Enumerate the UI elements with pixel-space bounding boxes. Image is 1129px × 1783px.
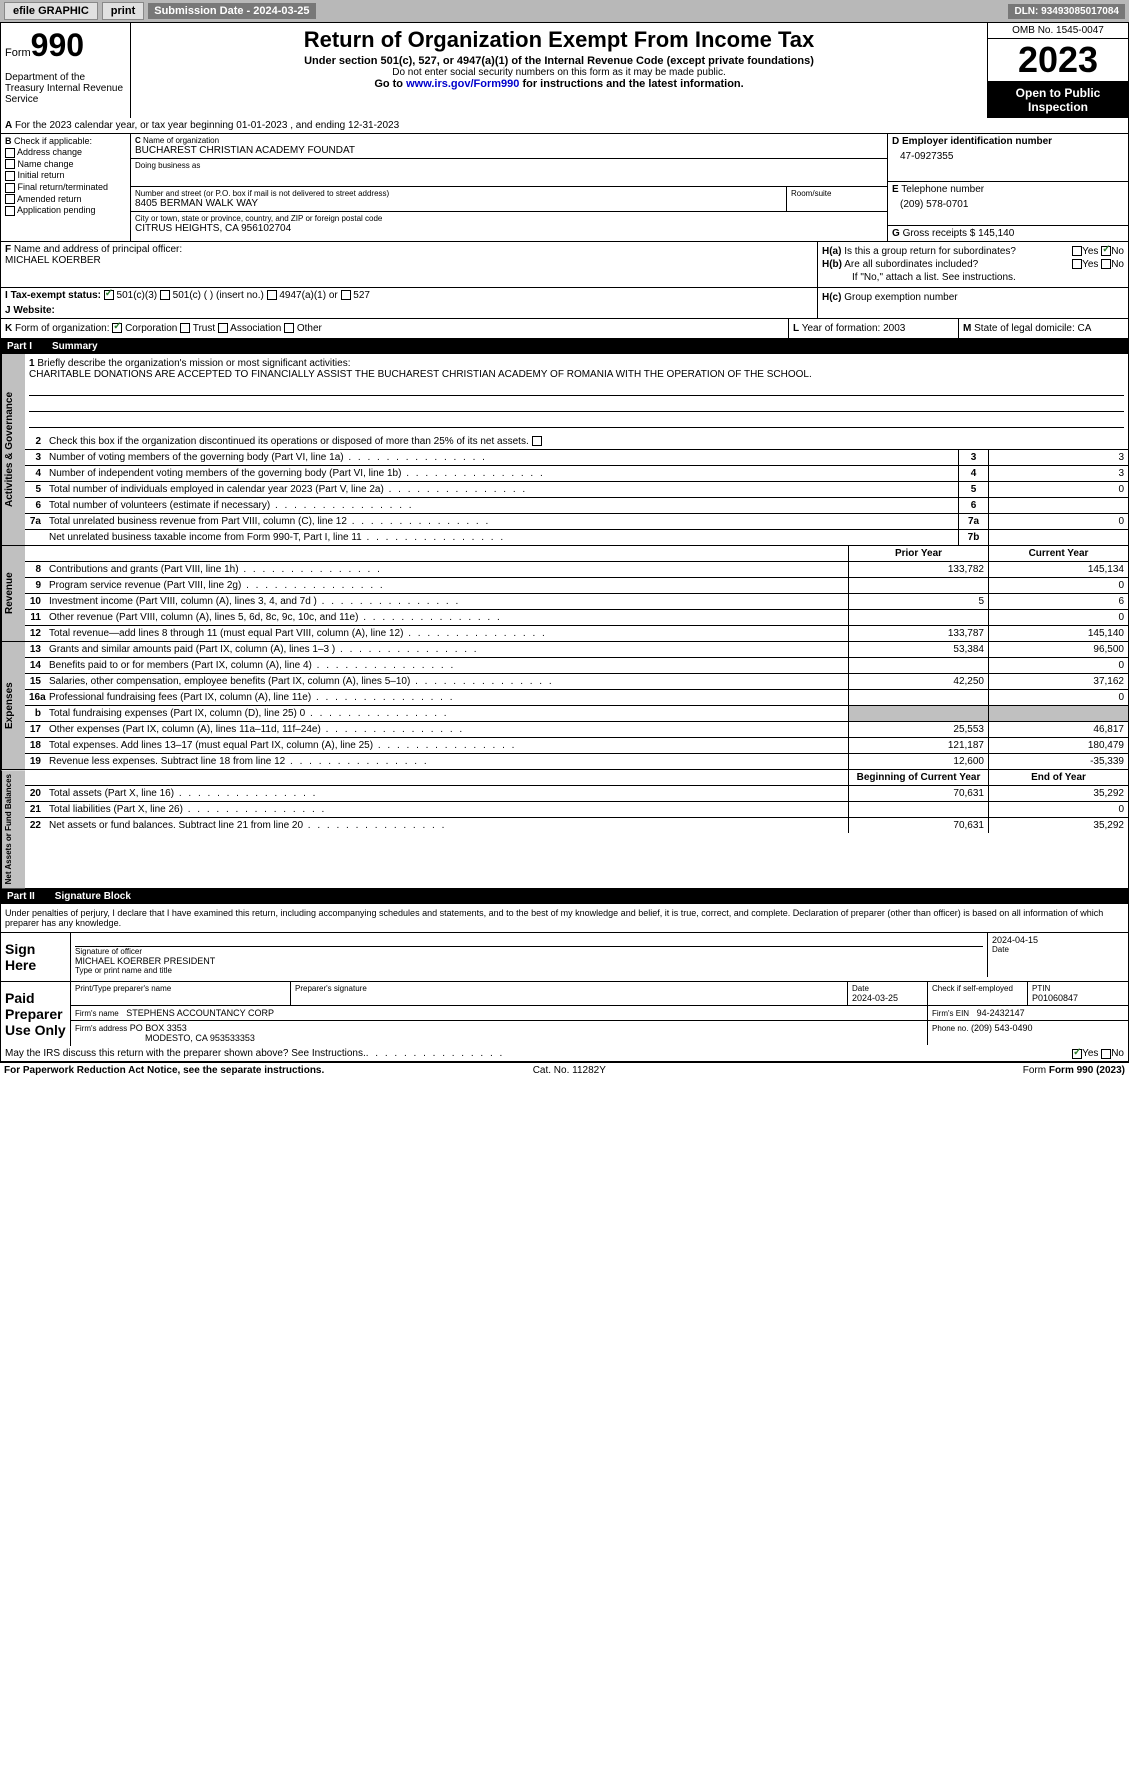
part2-header: Part II Signature Block <box>1 889 1128 904</box>
firm-phone: (209) 543-0490 <box>971 1023 1033 1033</box>
form-number: Form990 <box>5 27 126 64</box>
netassets-section: Net Assets or Fund Balances Beginning of… <box>1 770 1128 889</box>
other-checkbox[interactable] <box>284 323 294 333</box>
501c3-checkbox[interactable] <box>104 290 114 300</box>
form-container: Form990 Department of the Treasury Inter… <box>0 22 1129 1063</box>
subtitle-2: Do not enter social security numbers on … <box>135 67 983 78</box>
form-header: Form990 Department of the Treasury Inter… <box>1 23 1128 118</box>
ein: 47-0927355 <box>892 147 1124 166</box>
section-f-h: F Name and address of principal officer:… <box>1 242 1128 288</box>
perjury-declaration: Under penalties of perjury, I declare th… <box>1 904 1128 932</box>
governance-section: Activities & Governance 1 Briefly descri… <box>1 354 1128 546</box>
section-i-j: I Tax-exempt status: 501(c)(3) 501(c) ( … <box>1 288 1128 319</box>
street: 8405 BERMAN WALK WAY <box>135 198 782 209</box>
527-checkbox[interactable] <box>341 290 351 300</box>
irs-link[interactable]: www.irs.gov/Form990 <box>406 78 519 90</box>
ptin: P01060847 <box>1032 993 1124 1003</box>
city: CITRUS HEIGHTS, CA 956102704 <box>135 223 883 234</box>
org-name: BUCHAREST CHRISTIAN ACADEMY FOUNDAT <box>135 145 883 156</box>
subtitle-3: Go to www.irs.gov/Form990 for instructio… <box>135 78 983 90</box>
line-a: A For the 2023 calendar year, or tax yea… <box>1 118 1128 134</box>
discuss-yes-checkbox[interactable] <box>1072 1049 1082 1059</box>
check-option[interactable] <box>5 171 15 181</box>
print-button[interactable]: print <box>102 2 144 20</box>
check-option[interactable] <box>5 206 15 216</box>
sign-date: 2024-04-15 <box>992 935 1124 945</box>
domicile-state: CA <box>1078 323 1092 334</box>
submission-date: Submission Date - 2024-03-25 <box>148 3 315 19</box>
gross-receipts: 145,140 <box>978 228 1014 239</box>
firm-ein: 94-2432147 <box>977 1008 1025 1018</box>
corp-checkbox[interactable] <box>112 323 122 333</box>
officer-signature: MICHAEL KOERBER PRESIDENT <box>75 956 983 966</box>
501c-checkbox[interactable] <box>160 290 170 300</box>
sign-here-row: Sign Here Signature of officer MICHAEL K… <box>1 932 1128 981</box>
dln: DLN: 93493085017084 <box>1008 4 1125 19</box>
subtitle-1: Under section 501(c), 527, or 4947(a)(1)… <box>135 55 983 67</box>
assoc-checkbox[interactable] <box>218 323 228 333</box>
efile-button[interactable]: efile GRAPHIC <box>4 2 98 20</box>
expenses-section: Expenses 13Grants and similar amounts pa… <box>1 642 1128 770</box>
page-footer: For Paperwork Reduction Act Notice, see … <box>0 1063 1129 1078</box>
officer-name: MICHAEL KOERBER <box>5 255 813 266</box>
firm-name: STEPHENS ACCOUNTANCY CORP <box>126 1008 274 1018</box>
trust-checkbox[interactable] <box>180 323 190 333</box>
top-toolbar: efile GRAPHIC print Submission Date - 20… <box>0 0 1129 22</box>
form-title: Return of Organization Exempt From Incom… <box>135 27 983 53</box>
paid-preparer-row: Paid Preparer Use Only Print/Type prepar… <box>1 981 1128 1046</box>
4947-checkbox[interactable] <box>267 290 277 300</box>
check-option[interactable] <box>5 183 15 193</box>
check-option[interactable] <box>5 148 15 158</box>
discontinued-checkbox[interactable] <box>532 436 542 446</box>
telephone: (209) 578-0701 <box>892 195 1124 214</box>
revenue-section: Revenue Prior Year Current Year 8Contrib… <box>1 546 1128 642</box>
section-k-l-m: K Form of organization: Corporation Trus… <box>1 319 1128 339</box>
mission-text: CHARITABLE DONATIONS ARE ACCEPTED TO FIN… <box>29 369 812 380</box>
discuss-no-checkbox[interactable] <box>1101 1049 1111 1059</box>
section-b-c-d: B Check if applicable: Address change Na… <box>1 134 1128 242</box>
part1-header: Part I Summary <box>1 339 1128 354</box>
check-option[interactable] <box>5 194 15 204</box>
tax-year: 2023 <box>988 39 1128 82</box>
year-formation: 2003 <box>883 323 905 334</box>
omb-number: OMB No. 1545-0047 <box>988 23 1128 39</box>
inspection-label: Open to Public Inspection <box>988 82 1128 118</box>
check-option[interactable] <box>5 159 15 169</box>
dept-label: Department of the Treasury Internal Reve… <box>5 72 126 105</box>
